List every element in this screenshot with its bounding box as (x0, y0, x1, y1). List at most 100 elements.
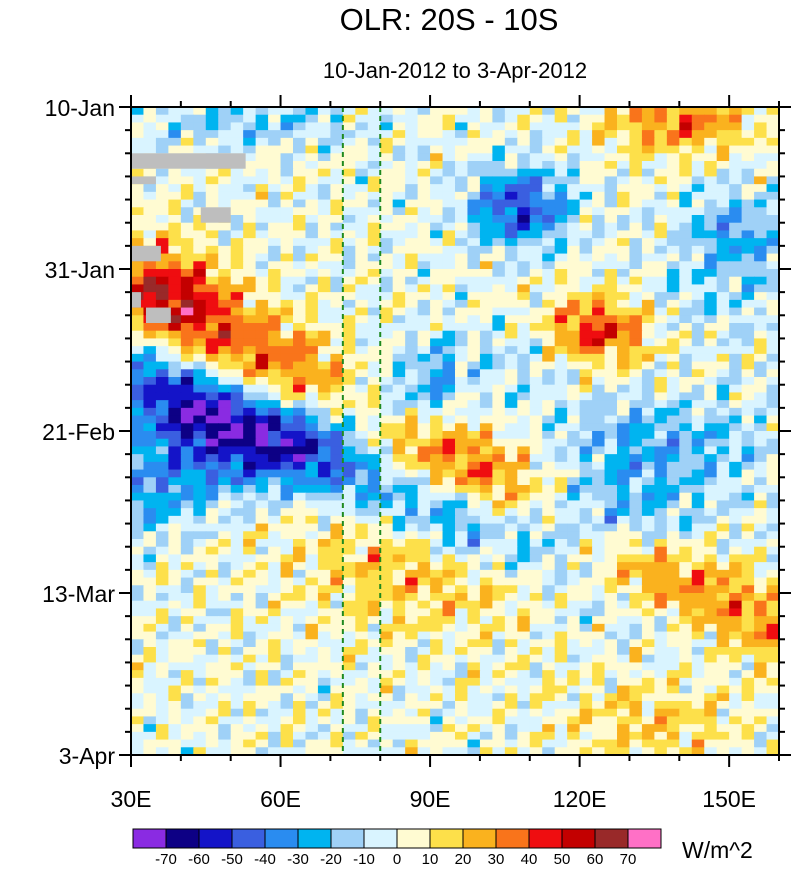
field-cell (131, 315, 145, 324)
field-cell (654, 161, 668, 170)
field-cell (243, 469, 257, 478)
field-cell (230, 431, 244, 440)
field-cell (230, 130, 244, 139)
field-cell (131, 400, 145, 409)
field-cell (380, 562, 394, 571)
field-cell (716, 137, 730, 147)
field-cell (617, 600, 631, 610)
field-cell (455, 122, 469, 131)
field-cell (293, 685, 307, 694)
colorbar-label: -60 (188, 851, 210, 868)
field-cell (180, 739, 194, 748)
field-cell (205, 276, 219, 286)
field-cell (542, 276, 556, 286)
field-cell (741, 477, 755, 486)
field-cell (155, 330, 169, 340)
field-cell (455, 292, 469, 301)
field-cell (430, 423, 444, 432)
field-cell (754, 708, 768, 718)
field-cell (342, 122, 356, 131)
field-cell (517, 292, 531, 301)
field-cell (180, 724, 194, 733)
field-cell (654, 299, 668, 309)
field-cell (430, 477, 444, 486)
field-cell (243, 492, 257, 502)
field-cell (517, 515, 531, 525)
field-cell (641, 137, 655, 147)
field-cell (704, 585, 718, 594)
field-cell (305, 639, 319, 648)
field-cell (255, 338, 269, 347)
field-cell (168, 431, 182, 440)
field-cell (380, 600, 394, 610)
field-cell (367, 693, 381, 702)
field-cell (604, 539, 618, 548)
field-cell (617, 585, 631, 594)
field-cell (280, 662, 294, 671)
field-cell (604, 284, 618, 293)
field-cell (517, 716, 531, 725)
field-cell (355, 107, 369, 116)
field-cell (230, 670, 244, 679)
field-cell (517, 477, 531, 486)
field-cell (180, 400, 194, 409)
field-cell (479, 593, 493, 602)
field-cell (467, 137, 481, 147)
field-cell (529, 623, 543, 633)
field-cell (691, 515, 705, 525)
field-cell (679, 739, 693, 748)
field-cell (405, 515, 419, 525)
field-cell (604, 546, 618, 556)
field-cell (180, 701, 194, 710)
field-cell (666, 415, 680, 424)
field-cell (666, 454, 680, 463)
field-cell (592, 377, 606, 386)
field-cell (143, 716, 157, 725)
field-cell (654, 353, 668, 363)
field-cell (243, 500, 257, 509)
field-cell (205, 662, 219, 671)
field-cell (417, 539, 431, 548)
field-cell (280, 724, 294, 733)
field-cell (479, 585, 493, 594)
field-cell (230, 662, 244, 671)
field-cell (567, 330, 581, 340)
field-cell (317, 623, 331, 633)
field-cell (766, 161, 779, 170)
field-cell (479, 438, 493, 448)
field-cell (729, 153, 743, 162)
field-cell (268, 693, 282, 702)
field-cell (716, 569, 730, 579)
x-tick-label: 60E (260, 786, 301, 812)
field-cell (355, 114, 369, 124)
field-cell (666, 485, 680, 494)
field-cell (704, 608, 718, 617)
field-cell (629, 562, 643, 571)
field-cell (180, 122, 194, 131)
field-cell (405, 739, 419, 748)
field-cell (467, 315, 481, 324)
field-cell (392, 546, 406, 556)
field-cell (380, 168, 394, 178)
field-cell (330, 616, 344, 625)
field-cell (305, 276, 319, 286)
field-cell (492, 307, 506, 316)
field-cell (691, 539, 705, 548)
field-cell (155, 585, 169, 594)
field-cell (143, 477, 157, 486)
field-cell (293, 176, 307, 185)
field-cell (218, 531, 232, 540)
field-cell (691, 153, 705, 162)
field-cell (355, 631, 369, 640)
field-cell (504, 546, 518, 556)
field-cell (629, 701, 643, 710)
field-cell (641, 438, 655, 448)
field-cell (305, 423, 319, 432)
field-cell (442, 284, 456, 293)
field-cell (579, 338, 593, 347)
field-cell (654, 492, 668, 502)
field-cell (243, 315, 257, 324)
field-cell (542, 423, 556, 432)
field-cell (567, 161, 581, 170)
field-cell (330, 531, 344, 540)
